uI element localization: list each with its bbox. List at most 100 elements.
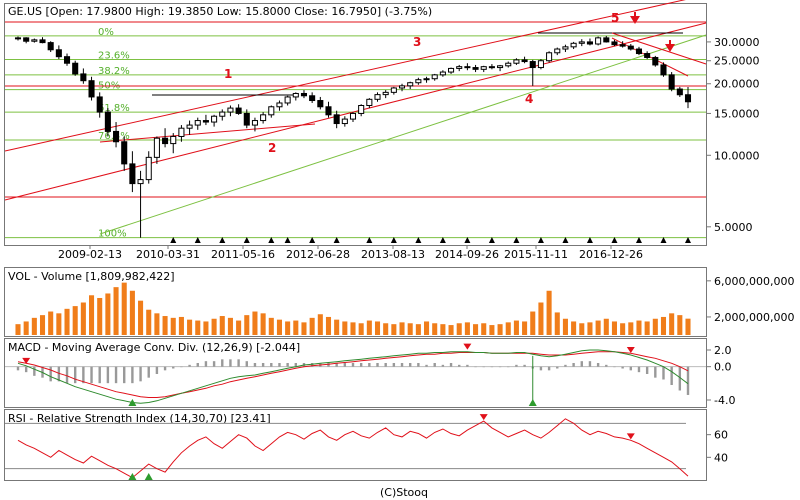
- x-tick-label: 2012-06-28: [286, 248, 350, 261]
- volume-bar: [170, 317, 176, 335]
- rsi-title: RSI - Relative Strength Index (14,30,70)…: [8, 412, 271, 425]
- candle-body: [39, 39, 46, 44]
- candle-body: [145, 156, 152, 181]
- sell-signal-icon: [626, 347, 635, 353]
- volume-bar: [31, 317, 37, 335]
- volume-bar: [301, 322, 307, 335]
- volume-bar: [374, 321, 381, 335]
- up-triangle-icon: [170, 237, 177, 243]
- candle-body: [317, 100, 324, 108]
- y-tick-label: 15.0000: [714, 107, 760, 120]
- volume-bar: [685, 318, 691, 335]
- volume-bar: [677, 315, 683, 335]
- up-triangle-icon: [268, 237, 275, 243]
- macd-histogram-bar: [155, 366, 159, 374]
- volume-bar: [473, 324, 479, 335]
- x-tick-label: 2014-09-26: [435, 248, 499, 261]
- up-triangle-icon: [635, 237, 642, 243]
- candle-body: [595, 37, 602, 45]
- candle-body: [578, 41, 585, 44]
- macd-histogram-bar: [539, 366, 543, 371]
- macd-histogram-bar: [466, 364, 469, 367]
- candle-body: [219, 111, 226, 117]
- candle-body: [488, 66, 495, 69]
- macd-histogram-bar: [662, 366, 665, 380]
- volume-bar: [203, 321, 209, 335]
- green-trend-line: [99, 34, 707, 235]
- candle-body: [333, 114, 340, 125]
- candle-body: [309, 95, 316, 102]
- macd-histogram-bar: [286, 363, 289, 367]
- volume-bar: [554, 312, 560, 335]
- macd-signal-line: [17, 351, 689, 398]
- candle-body: [439, 71, 446, 76]
- macd-histogram-bar: [221, 359, 224, 367]
- up-triangle-icon: [284, 237, 291, 243]
- volume-bar: [546, 290, 552, 335]
- volume-bar: [415, 324, 421, 335]
- volume-bar: [219, 316, 225, 335]
- macd-histogram-bar: [73, 366, 77, 384]
- candle-body: [178, 127, 185, 137]
- volume-bar: [587, 322, 593, 335]
- price-header: GE.US [Open: 17.9800 High: 19.3850 Low: …: [8, 5, 432, 18]
- volume-bar: [227, 317, 233, 335]
- macd-title: MACD - Moving Average Conv. Div. (12,26,…: [8, 341, 300, 354]
- candle-body: [480, 66, 487, 70]
- macd-histogram-bar: [351, 363, 355, 367]
- candle-body: [235, 107, 242, 114]
- volume-bar: [669, 313, 675, 335]
- up-triangle-icon: [464, 237, 471, 243]
- volume-bar: [64, 308, 70, 335]
- candle-body: [162, 137, 169, 145]
- volume-bar: [530, 311, 536, 335]
- macd-histogram-bar: [515, 364, 518, 367]
- macd-histogram-bar: [425, 364, 428, 367]
- candle-body: [202, 120, 209, 123]
- macd-histogram-bar: [294, 363, 298, 367]
- candle-body: [374, 94, 381, 100]
- candle-body: [31, 39, 38, 42]
- price-y-axis: 30.0000 25.0000 20.0000 15.0000 10.0000 5.000…: [706, 36, 760, 234]
- candle-body: [586, 41, 593, 45]
- volume-bar: [325, 316, 332, 335]
- wave-label-5: 5: [611, 11, 619, 25]
- macd-histogram-bar: [123, 366, 126, 384]
- volume-bar: [489, 325, 495, 335]
- volume-bar: [244, 315, 250, 335]
- macd-histogram-bar: [458, 364, 461, 367]
- volume-bar: [611, 321, 617, 335]
- macd-histogram-bar: [310, 363, 314, 367]
- candle-body: [268, 106, 275, 116]
- volume-bar: [399, 322, 405, 335]
- volume-bar: [162, 316, 168, 335]
- y-tick-label: 25.0000: [714, 55, 760, 68]
- candle-body: [358, 104, 365, 114]
- macd-histogram-bar: [482, 366, 485, 368]
- volume-bar: [195, 320, 201, 335]
- buy-signal-icon: [128, 473, 137, 480]
- candle-body: [276, 102, 283, 108]
- macd-histogram-bar: [368, 363, 371, 367]
- candle-body: [341, 118, 348, 125]
- fibo-label: 0%: [98, 27, 114, 38]
- volume-bar: [48, 311, 54, 335]
- candle-body: [121, 141, 128, 165]
- y-tick-label: 6,000,000,000: [714, 275, 794, 288]
- macd-histogram-bar: [572, 363, 575, 367]
- x-tick-label: 2015-11-11: [504, 248, 568, 261]
- macd-histogram-bar: [278, 363, 281, 367]
- candle-body: [186, 124, 193, 129]
- volume-bar: [391, 324, 397, 335]
- macd-histogram-bar: [237, 359, 240, 367]
- sell-signal-icon: [22, 357, 31, 364]
- candle-body: [72, 62, 79, 75]
- macd-histogram-bar: [384, 363, 387, 367]
- volume-bar: [636, 320, 642, 335]
- volume-bar: [276, 319, 282, 335]
- volume-bar: [571, 321, 577, 335]
- rsi-line: [17, 418, 689, 479]
- wave-labels: 1 2 3 4 5: [224, 11, 619, 155]
- candle-body: [619, 44, 626, 47]
